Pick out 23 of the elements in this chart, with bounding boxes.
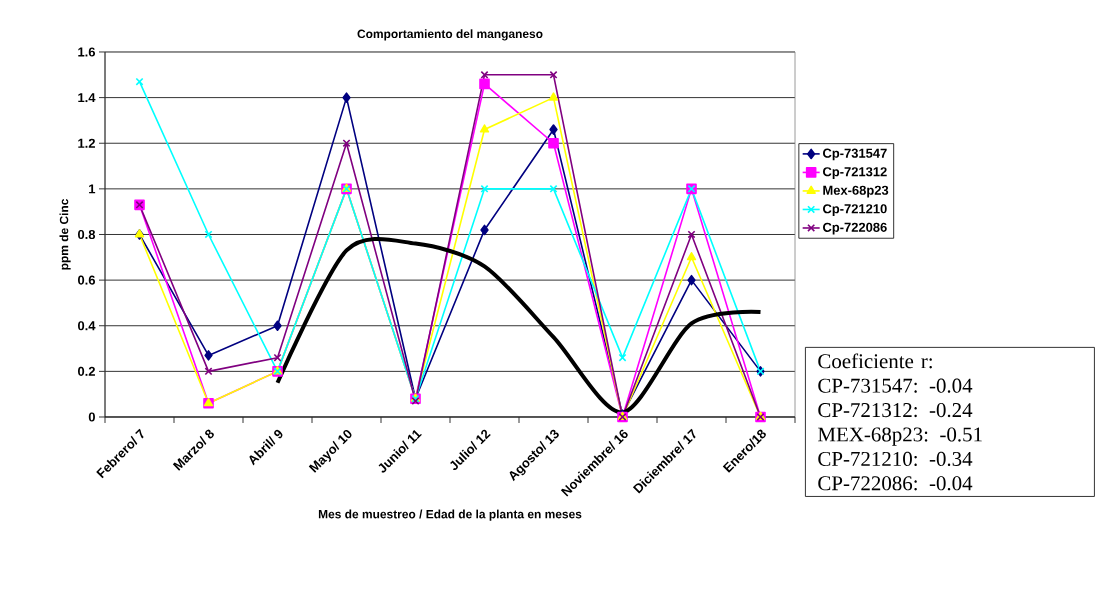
legend-label: Cp-721312 (822, 167, 887, 179)
text: MEX-68p23: -0.51 (818, 427, 982, 446)
text: CP-721210: -0.34 (818, 451, 973, 467)
chart-title: Comportamiento del manganeso (357, 29, 543, 41)
legend-label: Cp-731547 (822, 148, 887, 161)
y-tick-label: 1 (89, 184, 96, 194)
text: CP-721312: -0.24 (818, 403, 973, 418)
y-tick-label: 0 (88, 412, 95, 422)
y-axis-title: ppm de Cinc (59, 198, 71, 270)
y-tick-label: 1.4 (78, 93, 96, 103)
legend-label: Cp-722086 (822, 222, 887, 235)
legend-label: Cp-721210 (822, 204, 887, 216)
y-tick-label: 0.8 (78, 229, 96, 240)
text: Coeficiente r: (818, 353, 932, 369)
y-tick-label: 1.6 (78, 47, 96, 57)
y-tick-label: 0.6 (78, 275, 96, 285)
y-tick-label: 0.2 (78, 366, 95, 376)
text: CP-731547: -0.04 (818, 378, 973, 393)
text: CP-722086: -0.04 (818, 476, 973, 491)
legend-label: Mex-68p23 (823, 185, 889, 198)
y-tick-label: 1.2 (78, 138, 95, 148)
y-tick-label: 0.4 (78, 321, 96, 331)
x-axis-title: Mes de muestreo / Edad de la planta en meses (318, 509, 582, 521)
